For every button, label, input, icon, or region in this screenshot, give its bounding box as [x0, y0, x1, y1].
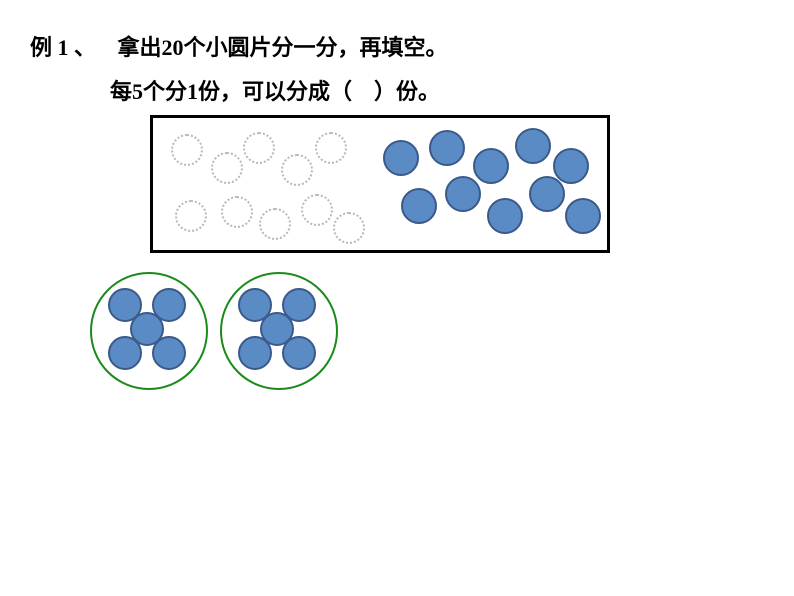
dotted-circle	[281, 154, 313, 186]
dotted-circle	[333, 212, 365, 244]
filled-circle	[487, 198, 523, 234]
dotted-circle	[259, 208, 291, 240]
diagram-box	[150, 115, 610, 253]
filled-circle	[553, 148, 589, 184]
filled-circle	[473, 148, 509, 184]
problem-line-1: 例 1 、 拿出20个小圆片分一分，再填空。	[30, 30, 448, 62]
circle-group	[220, 272, 338, 390]
group-circle	[238, 336, 272, 370]
dotted-circle	[301, 194, 333, 226]
group-circle	[108, 336, 142, 370]
dotted-circle	[175, 200, 207, 232]
group-circle	[282, 336, 316, 370]
filled-circle	[529, 176, 565, 212]
example-label: 例 1 、	[30, 35, 96, 60]
dotted-circle	[211, 152, 243, 184]
dotted-circle	[221, 196, 253, 228]
filled-circle	[383, 140, 419, 176]
filled-circle	[445, 176, 481, 212]
filled-circle	[515, 128, 551, 164]
dotted-circle	[315, 132, 347, 164]
circle-group	[90, 272, 208, 390]
group-circle	[152, 336, 186, 370]
dotted-circle	[171, 134, 203, 166]
problem-text-2: 每5个分1份，可以分成（ ）份。	[110, 79, 440, 104]
problem-line-2: 每5个分1份，可以分成（ ）份。	[110, 74, 440, 106]
filled-circle	[429, 130, 465, 166]
problem-text-1: 拿出20个小圆片分一分，再填空。	[118, 35, 448, 60]
filled-circle	[401, 188, 437, 224]
filled-circle	[565, 198, 601, 234]
dotted-circle	[243, 132, 275, 164]
